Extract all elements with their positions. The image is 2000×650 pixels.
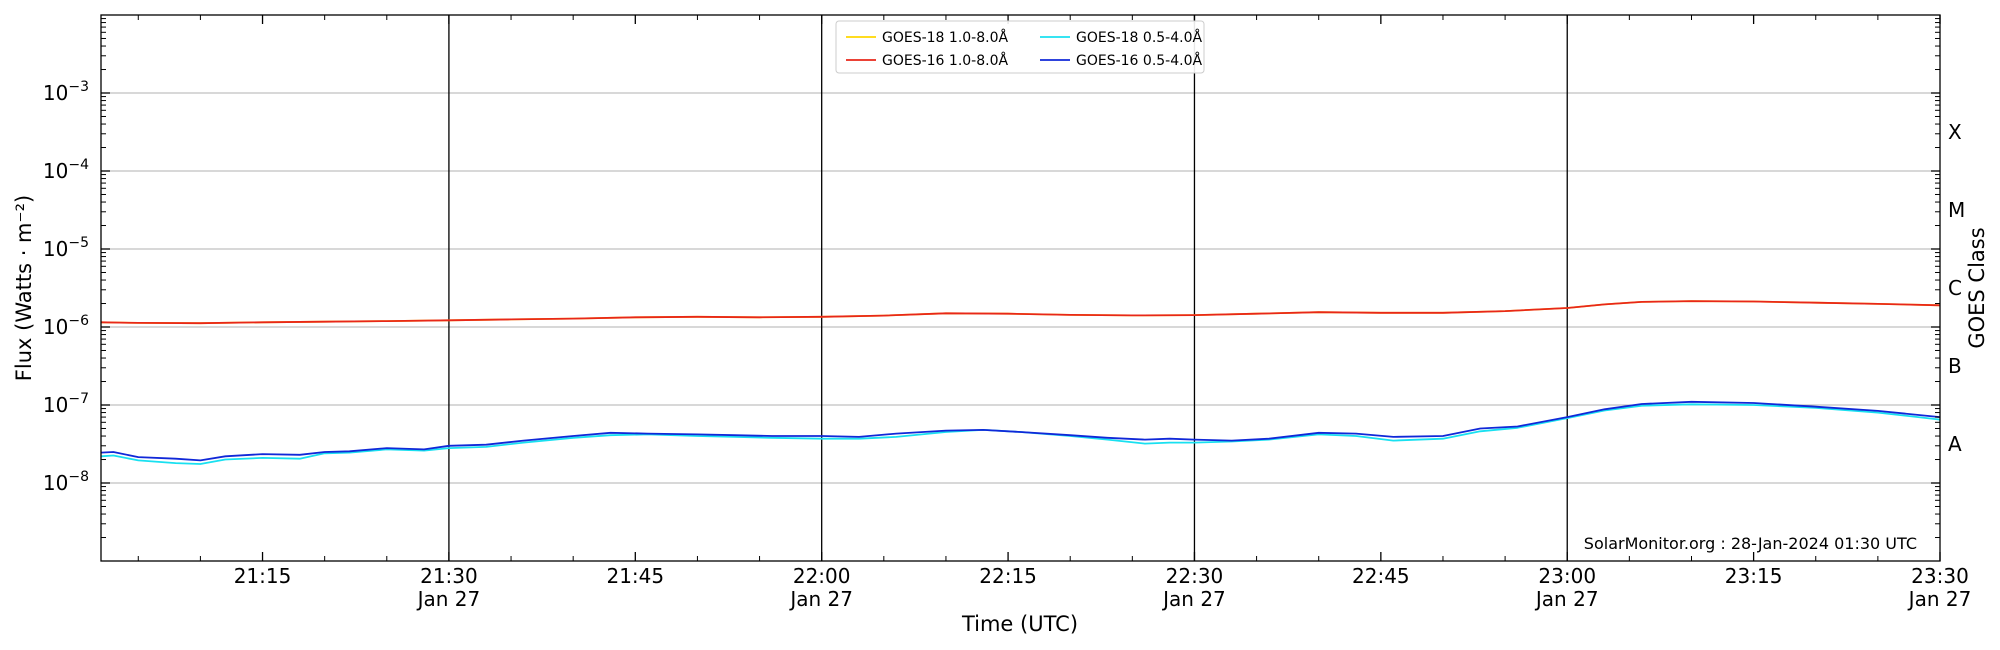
y-tick-label-3: 10−5 (43, 235, 89, 261)
y-axis-label: Flux (Watts · m⁻²) (12, 195, 36, 381)
y-tick-label-0: 10−8 (43, 469, 89, 495)
x-tick-label-4: 22:15 (979, 564, 1037, 588)
x-tick-label-5: 22:30 (1166, 564, 1224, 588)
x-tick-label-7: 23:00 (1538, 564, 1596, 588)
series-line-2 (100, 403, 1941, 465)
x-tick-label-3: 22:00 (793, 564, 851, 588)
right-axis-label: GOES Class (1965, 227, 1989, 348)
legend-label-2: GOES-18 0.5-4.0Å (1076, 29, 1202, 46)
x-tick-label-2: 21:45 (606, 564, 664, 588)
goes-class-labels: A B C M X (1948, 120, 1965, 456)
y-tick-label-4: 10−4 (43, 157, 89, 183)
x-tick-label-8: 23:15 (1725, 564, 1783, 588)
series-line-1 (100, 300, 1941, 325)
goes-class-C: C (1948, 276, 1962, 300)
legend-box (835, 20, 1205, 74)
source-annotation: SolarMonitor.org : 28-Jan-2024 01:30 UTC (1584, 534, 1917, 553)
x-tick-date-1: Jan 27 (416, 587, 481, 611)
y-tick-label-2: 10−6 (43, 313, 89, 339)
y-tick-label-1: 10−7 (43, 391, 89, 417)
legend-label-0: GOES-18 1.0-8.0Å (882, 29, 1008, 46)
x-tick-date-7: Jan 27 (1534, 587, 1599, 611)
x-tick-label-1: 21:30 (420, 564, 478, 588)
plot-frame (100, 14, 1941, 562)
legend: GOES-18 1.0-8.0Å GOES-16 1.0-8.0Å GOES-18 … (835, 20, 1205, 74)
series-lines (100, 300, 1941, 465)
goes-class-B: B (1948, 354, 1962, 378)
x-tick-label-6: 22:45 (1352, 564, 1410, 588)
x-tick-label-9: 23:30 (1911, 564, 1969, 588)
series-line-0 (100, 300, 1941, 325)
x-axis-label: Time (UTC) (961, 612, 1078, 636)
goes-class-M: M (1948, 198, 1965, 222)
goes-class-X: X (1948, 120, 1962, 144)
horizontal-grid (101, 92, 1940, 484)
legend-label-3: GOES-16 0.5-4.0Å (1076, 52, 1202, 69)
y-tick-label-5: 10−3 (43, 79, 89, 105)
x-tick-label-0: 21:15 (234, 564, 292, 588)
goes-class-A: A (1948, 432, 1962, 456)
x-tick-date-3: Jan 27 (788, 587, 853, 611)
y-axis-ticks: 10−8 10−7 10−6 10−5 10−4 10−3 (43, 18, 1940, 539)
x-tick-date-5: Jan 27 (1161, 587, 1226, 611)
x-tick-date-9: Jan 27 (1907, 587, 1972, 611)
legend-label-1: GOES-16 1.0-8.0Å (882, 52, 1008, 69)
series-line-3 (100, 400, 1941, 462)
day-hour-lines (448, 15, 1568, 561)
